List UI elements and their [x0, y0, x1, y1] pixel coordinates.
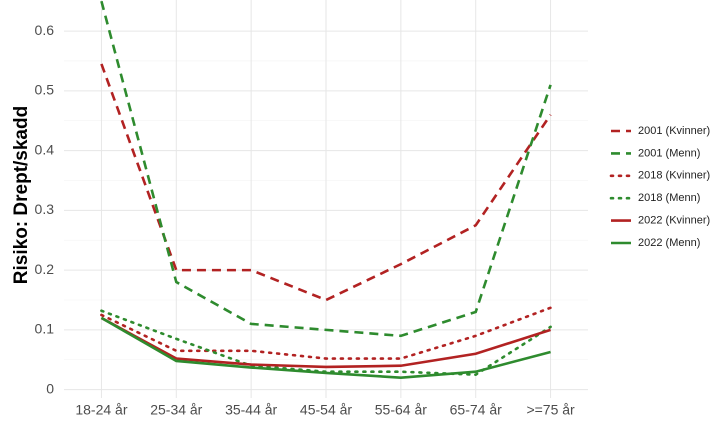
series-line — [100, 63, 552, 302]
y-tick-label: 0.5 — [35, 82, 55, 98]
legend-label: 2018 (Menn) — [638, 192, 700, 204]
x-tick-label: 25-34 år — [150, 402, 202, 418]
y-tick-label: 0 — [46, 380, 54, 396]
x-tick-label: 18-24 år — [75, 402, 127, 418]
y-tick-label: 0.4 — [35, 141, 55, 157]
y-axis-title: Risiko: Drept/skadd — [11, 106, 32, 284]
series-line — [100, 316, 551, 369]
x-tick-label: 45-54 år — [300, 402, 352, 418]
y-tick-label: 0.3 — [35, 201, 55, 217]
x-tick-label: >=75 år — [526, 402, 575, 418]
legend-label: 2001 (Kvinner) — [638, 125, 710, 137]
x-tick-label: 65-74 år — [450, 402, 502, 418]
series-line — [100, 316, 551, 379]
series-line — [100, 0, 552, 338]
y-tick-label: 0.1 — [35, 321, 55, 337]
y-tick-label: 0.2 — [35, 261, 55, 277]
y-tick-label: 0.6 — [35, 22, 55, 38]
legend-label: 2022 (Menn) — [638, 237, 700, 249]
legend-label: 2018 (Kvinner) — [638, 170, 710, 182]
x-tick-label: 35-44 år — [225, 402, 277, 418]
series-line — [100, 306, 552, 360]
x-tick-label: 55-64 år — [375, 402, 427, 418]
legend-label: 2001 (Menn) — [638, 147, 700, 159]
legend-label: 2022 (Kvinner) — [638, 215, 710, 227]
